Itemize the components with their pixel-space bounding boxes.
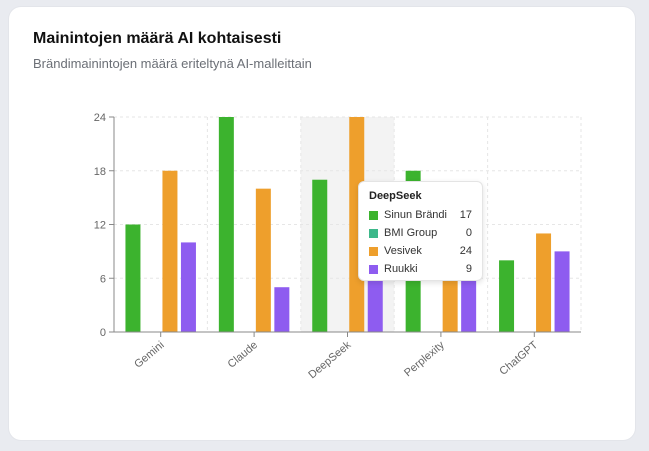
bar[interactable] (274, 287, 290, 332)
bar[interactable] (312, 179, 328, 332)
y-tick-label: 0 (100, 327, 106, 339)
bar[interactable] (218, 117, 234, 332)
tooltip-series-name: Vesivek (384, 245, 422, 257)
tooltip-series-value: 0 (465, 227, 472, 239)
tooltip-row: Sinun Brändi 17 (369, 206, 472, 224)
tooltip-series-name: BMI Group (384, 227, 438, 239)
tooltip-row: BMI Group 0 (369, 224, 472, 242)
bar[interactable] (162, 170, 178, 332)
legend-swatch (369, 210, 378, 220)
tooltip-series-value: 9 (465, 263, 472, 275)
legend-swatch (369, 246, 378, 256)
x-tick-label: Perplexity (402, 339, 447, 380)
y-tick-label: 18 (94, 166, 106, 178)
bar[interactable] (554, 251, 570, 332)
tooltip-row: Ruukki 9 (369, 260, 472, 278)
bar[interactable] (461, 278, 477, 332)
bar[interactable] (255, 188, 271, 332)
bar[interactable] (499, 260, 515, 332)
bar[interactable] (536, 233, 552, 332)
x-tick-label: Claude (226, 339, 260, 371)
y-tick-label: 6 (100, 273, 106, 285)
tooltip-row: Vesivek 24 (369, 242, 472, 260)
legend-swatch (369, 264, 378, 274)
bar[interactable] (180, 242, 196, 332)
x-tick-label: Gemini (132, 339, 166, 371)
chart-tooltip: DeepSeek Sinun Brändi 17 BMI Group 0 Ves… (358, 181, 483, 281)
card-title: Mainintojen määrä AI kohtaisesti (33, 30, 282, 47)
tooltip-series-name: Ruukki (384, 263, 418, 275)
legend-swatch (369, 228, 378, 238)
bar[interactable] (125, 224, 141, 333)
y-tick-label: 12 (94, 220, 106, 232)
tooltip-series-value: 17 (459, 209, 472, 221)
x-tick-label: DeepSeek (306, 339, 353, 382)
tooltip-title: DeepSeek (369, 190, 422, 202)
tooltip-series-value: 24 (459, 245, 472, 257)
tooltip-series-name: Sinun Brändi (384, 209, 447, 221)
card-subtitle: Brändimainintojen määrä eriteltynä AI-ma… (33, 56, 312, 71)
y-tick-label: 24 (94, 112, 106, 124)
x-tick-label: ChatGPT (497, 339, 540, 378)
